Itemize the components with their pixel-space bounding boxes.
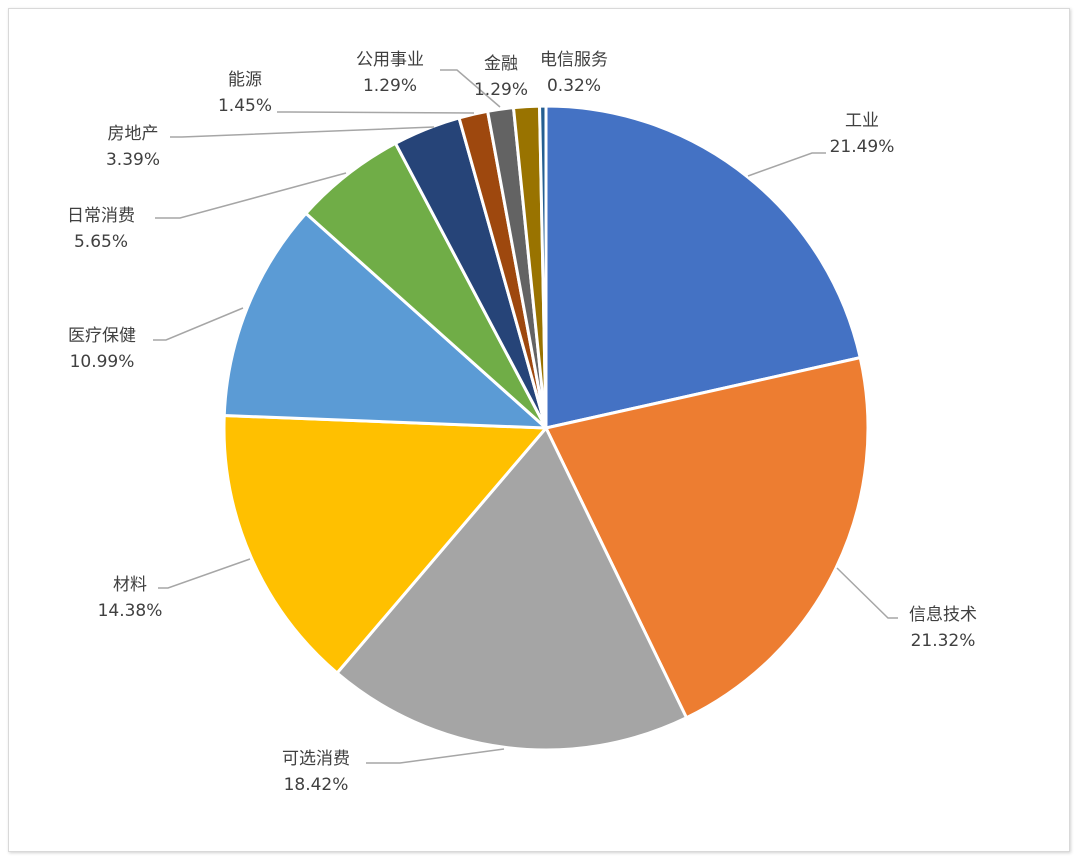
pie-slice (544, 104, 862, 430)
leader-line (158, 558, 251, 589)
pie-slice (335, 426, 688, 752)
leader-line (277, 111, 475, 114)
pie-slice (544, 356, 870, 720)
data-label-category: 电信服务 (540, 50, 608, 70)
data-label-value: 1.29% (474, 80, 528, 100)
data-label-value: 0.32% (547, 76, 601, 96)
leader-line (836, 567, 898, 619)
data-label-category: 金融 (484, 54, 518, 74)
data-label-value: 1.45% (218, 96, 272, 116)
data-label-value: 14.38% (98, 601, 163, 621)
pie-slice (538, 104, 548, 430)
data-label-category: 材料 (113, 575, 147, 595)
leader-lines (153, 69, 898, 764)
data-label-value: 3.39% (106, 150, 160, 170)
data-label-category: 能源 (228, 70, 262, 90)
data-label-value: 18.42% (284, 775, 349, 795)
data-labels: 工业 21.49% 信息技术 21.32% 可选消费 18.42% 材料 14.38% 医疗保健… (67, 50, 977, 795)
data-label-value: 21.49% (830, 137, 895, 157)
leader-line (366, 748, 505, 764)
data-label-value: 5.65% (74, 232, 128, 252)
data-label-value: 21.32% (911, 631, 976, 651)
leader-line (747, 152, 826, 177)
data-label-category: 信息技术 (909, 605, 977, 625)
data-label-value: 1.29% (363, 76, 417, 96)
leader-line (155, 172, 347, 219)
leader-line (170, 126, 435, 138)
leader-line (153, 307, 244, 341)
data-label-category: 医疗保健 (68, 326, 136, 346)
data-label-category: 工业 (845, 111, 879, 131)
data-label-value: 10.99% (70, 352, 135, 372)
leader-line (440, 69, 501, 108)
pie-slice (222, 414, 548, 675)
pie-slices (222, 104, 870, 752)
data-label-category: 日常消费 (67, 206, 135, 226)
data-label-category: 公用事业 (356, 50, 424, 70)
pie-slice (222, 211, 548, 430)
data-label-category: 可选消费 (282, 749, 350, 769)
data-label-category: 房地产 (108, 124, 159, 144)
